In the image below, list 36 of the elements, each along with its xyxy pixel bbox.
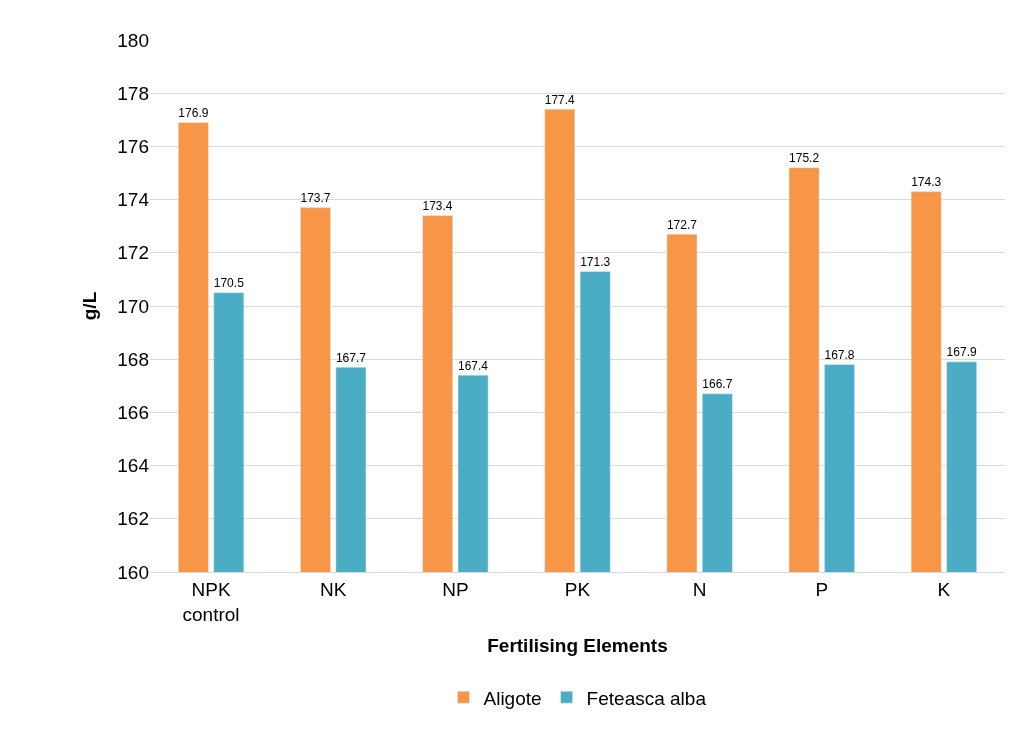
data-label: 176.9: [178, 105, 209, 120]
x-tick-label: PK: [564, 578, 591, 600]
x-axis-title: Fertilising Elements: [487, 635, 668, 657]
x-tick-label: N: [692, 578, 707, 600]
y-tick-label: 170: [117, 295, 149, 317]
x-tick-label: NPK control: [182, 578, 240, 625]
data-label: 167.9: [946, 345, 977, 360]
data-label: 167.8: [824, 347, 855, 362]
data-label: 170.5: [213, 276, 245, 291]
x-tick-label: NP: [442, 578, 469, 600]
data-label: 173.7: [300, 191, 331, 206]
data-label: 166.7: [702, 377, 733, 392]
data-label: 167.7: [335, 350, 367, 365]
y-axis-title: g/L: [79, 291, 101, 321]
data-label: 172.7: [666, 217, 698, 232]
legend-label: Feteasca alba: [586, 687, 707, 709]
x-tick-label: NK: [320, 578, 347, 600]
y-tick-label: 164: [117, 455, 150, 477]
y-tick-label: 178: [117, 82, 149, 104]
data-label: 171.3: [580, 254, 611, 269]
y-tick-label: 174: [117, 189, 150, 211]
data-label: 167.4: [458, 358, 489, 373]
data-label: 174.3: [911, 175, 942, 190]
y-tick-label: 180: [117, 29, 149, 51]
y-tick-label: 160: [117, 561, 149, 583]
y-tick-label: 168: [117, 348, 149, 370]
x-tick-label: K: [937, 578, 951, 600]
data-label: 173.4: [422, 199, 453, 214]
y-tick-label: 162: [117, 508, 149, 530]
y-tick-label: 172: [117, 242, 149, 264]
y-tick-label: 176: [117, 136, 149, 158]
legend-label: Aligote: [483, 687, 542, 709]
data-label: 175.2: [789, 151, 820, 166]
data-label: 177.4: [544, 92, 575, 107]
y-tick-label: 166: [117, 402, 149, 424]
x-tick-label: P: [815, 578, 829, 600]
